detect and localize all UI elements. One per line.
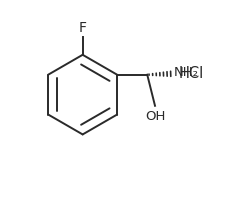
Text: NH₂: NH₂ bbox=[174, 66, 199, 79]
Text: F: F bbox=[79, 21, 87, 35]
Text: OH: OH bbox=[145, 110, 165, 123]
Text: HCl: HCl bbox=[179, 66, 204, 81]
